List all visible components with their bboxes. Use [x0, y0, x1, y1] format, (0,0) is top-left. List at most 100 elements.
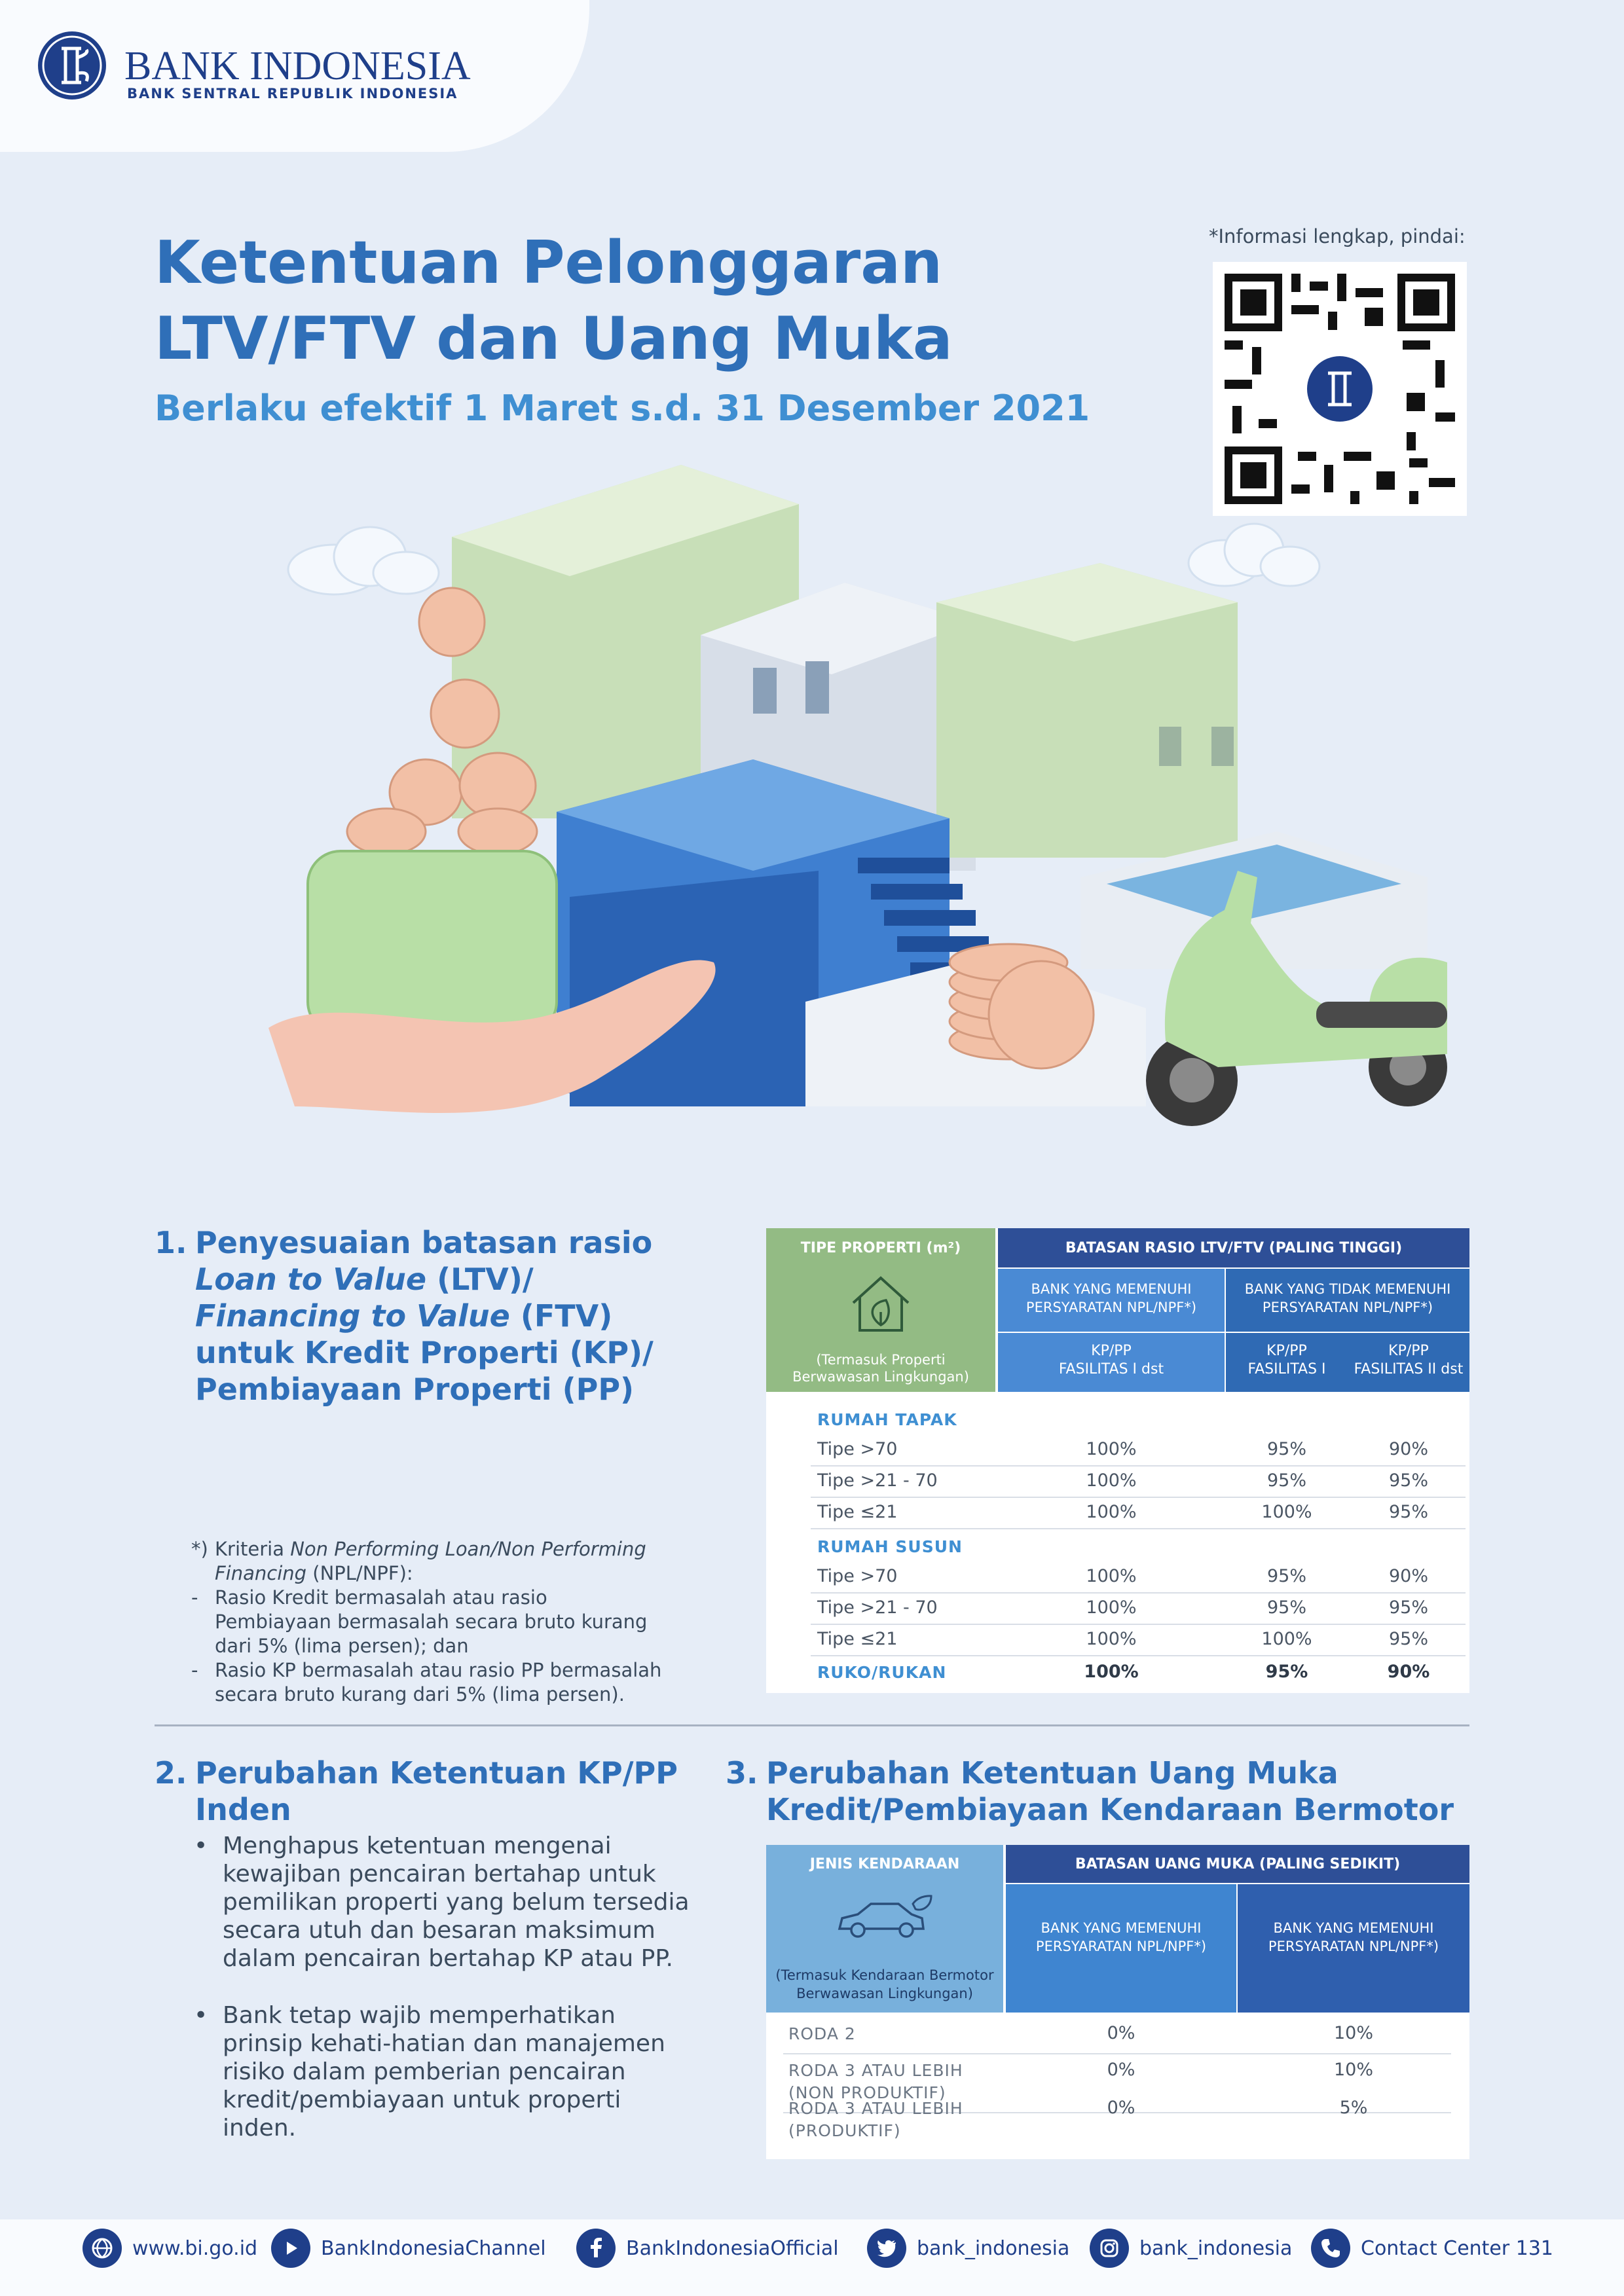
section-3-line-2: Kredit/Pembiayaan Kendaraan Bermotor	[766, 1792, 1454, 1827]
section-1-number: 1.	[155, 1225, 187, 1260]
contact-text: Contact Center 131	[1361, 2236, 1554, 2260]
section-3-line-1: Perubahan Ketentuan Uang Muka	[766, 1755, 1338, 1791]
jenis-kendaraan-label: JENIS KENDARAAN	[809, 1855, 960, 1872]
footer-instagram-link[interactable]: bank_indonesia	[1090, 2229, 1292, 2268]
group-rumah-tapak: RUMAH TAPAK	[817, 1410, 957, 1429]
row-value-fasilitas-2: 95%	[1388, 1470, 1428, 1491]
row-divider	[811, 1465, 1466, 1467]
row-value-memenuhi: 100%	[1086, 1597, 1137, 1618]
row-value-memenuhi: 100%	[1086, 1629, 1137, 1649]
kp-fasilitas-1-dst-line-1: KP/PP	[1091, 1342, 1132, 1359]
footer-facebook-link[interactable]: BankIndonesiaOfficial	[576, 2229, 839, 2268]
facebook-text: BankIndonesiaOfficial	[626, 2236, 839, 2260]
row-value-fasilitas-1: 100%	[1261, 1502, 1312, 1522]
memenuhi-line-1: BANK YANG MEMENUHI	[1041, 1920, 1202, 1936]
row-value-fasilitas-1: 95%	[1266, 1470, 1306, 1491]
qr-note: *Informasi lengkap, pindai:	[1209, 225, 1466, 247]
list-item: • Bank tetap wajib memperhatikan prinsip …	[194, 2002, 665, 2141]
section-1-line-3: Financing to Value (FTV)	[195, 1298, 613, 1334]
row-value-memenuhi: 100%	[1086, 1566, 1137, 1586]
section-1-line-1: Penyesuaian batasan rasio	[195, 1225, 653, 1260]
section-1-line-2: Loan to Value (LTV)/	[195, 1262, 534, 1297]
footer-website-link[interactable]: www.bi.go.id	[83, 2229, 257, 2268]
memenuhi-col-bg	[998, 1269, 1225, 1392]
jenis-note-line-2: Berwawasan Lingkungan)	[796, 1986, 973, 2001]
ltv-ftv-table: TIPE PROPERTI (m²) (Termasuk Properti Be…	[766, 1228, 1469, 1693]
row-divider	[811, 1624, 1466, 1625]
memenuhi-line-1: BANK YANG MEMENUHI	[1031, 1281, 1192, 1297]
youtube-text: BankIndonesiaChannel	[321, 2236, 546, 2260]
row-label: Tipe ≤21	[817, 1502, 898, 1522]
footer-youtube-link[interactable]: BankIndonesiaChannel	[271, 2229, 546, 2268]
play-icon	[271, 2229, 310, 2268]
eco-car-icon	[836, 1892, 934, 1947]
section-2-line-1: Perubahan Ketentuan KP/PP	[195, 1755, 678, 1791]
row-label: RODA 3 ATAU LEBIH (NON PRODUKTIF)	[788, 2061, 963, 2102]
row-value-memenuhi: 100%	[1086, 1502, 1137, 1522]
row-label: Tipe >70	[817, 1566, 898, 1586]
row-value-memenuhi-2: 10%	[1333, 2060, 1373, 2080]
row-value-memenuhi-2: 10%	[1333, 2023, 1373, 2043]
memenuhi-2-line-2: PERSYARATAN NPL/NPF*)	[1268, 1939, 1439, 1954]
section-3-number: 3.	[726, 1755, 758, 1791]
tipe-note-line-1: (Termasuk Properti	[816, 1352, 946, 1368]
ruko-value-fasilitas-1: 95%	[1265, 1662, 1308, 1682]
row-divider	[783, 2053, 1451, 2054]
header-divider	[998, 1332, 1469, 1333]
qr-code[interactable]	[1213, 262, 1467, 516]
section-1-line-4: untuk Kredit Properti (KP)/	[195, 1335, 654, 1370]
ruko-value-fasilitas-2: 90%	[1387, 1662, 1430, 1682]
section-2-line-2: Inden	[195, 1792, 291, 1827]
memenuhi-line-2: PERSYARATAN NPL/NPF*)	[1025, 1300, 1197, 1315]
tipe-properti-label: TIPE PROPERTI (m²)	[800, 1239, 961, 1256]
footer-contact-link[interactable]: Contact Center 131	[1311, 2229, 1553, 2268]
bank-indonesia-logo	[38, 31, 106, 100]
memenuhi-col-2-bg	[1238, 1884, 1469, 2013]
down-payment-table: JENIS KENDARAAN (Termasuk Kendaraan Berm…	[766, 1845, 1469, 2159]
row-value-fasilitas-1: 95%	[1266, 1439, 1306, 1459]
phone-icon	[1311, 2229, 1350, 2268]
tipe-note-line-2: Berwawasan Lingkungan)	[792, 1369, 969, 1385]
row-value-fasilitas-2: 95%	[1388, 1629, 1428, 1649]
kp-fasilitas-2-line-1: KP/PP	[1388, 1342, 1429, 1359]
row-label: Tipe >21 - 70	[817, 1470, 938, 1491]
tidak-memenuhi-line-2: PERSYARATAN NPL/NPF*)	[1262, 1300, 1433, 1315]
row-value-memenuhi: 100%	[1086, 1439, 1137, 1459]
row-divider	[811, 1528, 1466, 1529]
kp-fasilitas-2-line-2: FASILITAS II dst	[1354, 1360, 1464, 1377]
row-value-memenuhi: 0%	[1107, 2060, 1135, 2080]
website-text: www.bi.go.id	[132, 2236, 258, 2260]
row-value-fasilitas-2: 95%	[1388, 1597, 1428, 1618]
row-divider	[811, 1655, 1466, 1656]
page-subtitle: Berlaku efektif 1 Maret s.d. 31 Desember…	[155, 388, 1090, 429]
row-value-fasilitas-1: 95%	[1266, 1566, 1306, 1586]
batasan-rasio-header: BATASAN RASIO LTV/FTV (PALING TINGGI)	[998, 1228, 1469, 1267]
tidak-memenuhi-line-1: BANK YANG TIDAK MEMENUHI	[1244, 1281, 1451, 1297]
bank-name: BANK INDONESIA	[124, 44, 471, 88]
instagram-text: bank_indonesia	[1139, 2236, 1293, 2260]
row-value-memenuhi: 0%	[1107, 2023, 1135, 2043]
instagram-icon	[1090, 2229, 1129, 2268]
section-divider	[155, 1724, 1469, 1726]
row-value-fasilitas-2: 90%	[1388, 1439, 1428, 1459]
memenuhi-line-2: PERSYARATAN NPL/NPF*)	[1035, 1939, 1207, 1954]
row-value-fasilitas-2: 90%	[1388, 1566, 1428, 1586]
npl-footnote: *) Kriteria Non Performing Loan/Non Perfo…	[191, 1538, 662, 1705]
row-divider	[811, 1592, 1466, 1594]
footer-twitter-link[interactable]: bank_indonesia	[867, 2229, 1069, 2268]
twitter-icon	[867, 2229, 906, 2268]
row-divider	[783, 2112, 1451, 2113]
bank-subtitle: BANK SENTRAL REPUBLIK INDONESIA	[127, 86, 458, 101]
row-label: RODA 3 ATAU LEBIH (PRODUKTIF)	[788, 2099, 963, 2140]
row-value-fasilitas-1: 95%	[1266, 1597, 1306, 1618]
facebook-icon	[576, 2229, 616, 2268]
memenuhi-col-bg	[1006, 1884, 1236, 2013]
section-2-list: • Menghapus ketentuan mengenai kewajiban …	[194, 1832, 718, 2171]
page-title: Ketentuan Pelonggaran LTV/FTV dan Uang M…	[155, 225, 953, 377]
section-3-heading: 3. Perubahan Ketentuan Uang Muka Kredit/…	[726, 1755, 1472, 1840]
section-2-heading: 2. Perubahan Ketentuan KP/PP Inden	[155, 1755, 744, 1840]
section-2-number: 2.	[155, 1755, 187, 1791]
section-1-heading: 1. Penyesuaian batasan rasio Loan to Val…	[155, 1224, 744, 1421]
twitter-text: bank_indonesia	[917, 2236, 1070, 2260]
title-line-1: Ketentuan Pelonggaran	[155, 228, 943, 297]
